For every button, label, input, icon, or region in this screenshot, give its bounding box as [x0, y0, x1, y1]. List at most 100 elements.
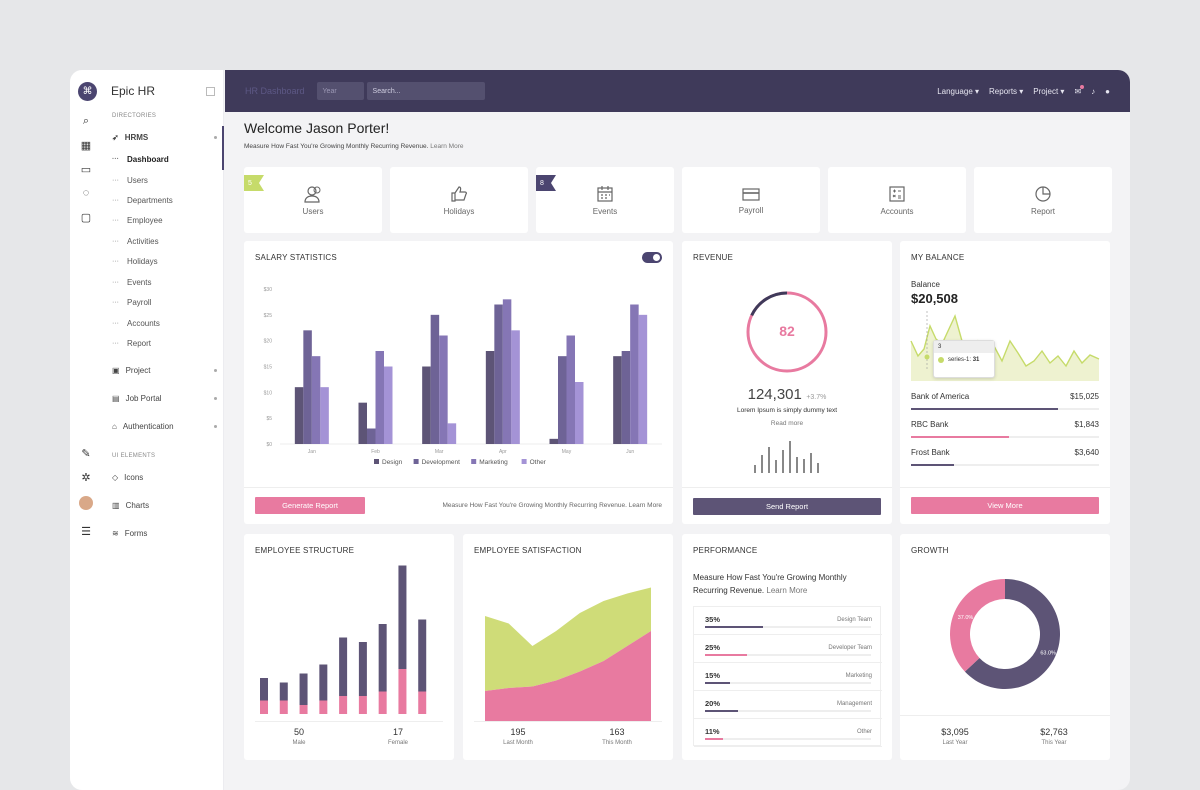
calendar-icon[interactable]: ▦ — [80, 140, 92, 152]
structure-bar-dark — [299, 673, 308, 705]
performance-team: Marketing — [845, 673, 872, 679]
list-icon[interactable]: ☰ — [81, 526, 91, 538]
legend-label[interactable]: Design — [382, 459, 403, 466]
learn-more-link[interactable]: Learn More — [430, 143, 464, 150]
search-input[interactable]: Search... — [366, 82, 485, 100]
brush-icon[interactable]: ✎ — [81, 448, 91, 460]
year-select[interactable]: Year — [316, 82, 364, 100]
briefcase-icon: ▤ — [112, 394, 120, 403]
card-title: REVENUE — [693, 253, 734, 262]
sidebar-item-authentication[interactable]: ⌂ Authentication — [112, 422, 217, 431]
avatar[interactable] — [79, 496, 93, 510]
tile-users[interactable]: 5 Users — [244, 167, 382, 233]
sidebar-item-label: Project — [125, 366, 151, 375]
structure-bar-pink — [279, 700, 288, 714]
revenue-radial-gauge — [746, 291, 828, 373]
balance-label: Balance — [911, 280, 940, 289]
sidebar-item-activities[interactable]: Activities — [112, 237, 159, 246]
salary-bar — [630, 304, 639, 444]
performance-learn-more-link[interactable]: Learn More — [766, 586, 808, 595]
salary-toggle[interactable] — [642, 252, 662, 263]
chat-icon[interactable]: ◌ — [82, 187, 90, 199]
bank-name: RBC Bank — [911, 420, 949, 429]
settings-icon[interactable]: ✲ — [81, 472, 91, 484]
balance-tooltip: 3 series-1: 31 — [933, 340, 995, 378]
generate-report-button[interactable]: Generate Report — [255, 497, 365, 514]
language-menu[interactable]: Language ▾ — [937, 86, 980, 96]
structure-bar-pink — [378, 691, 387, 714]
salary-bar — [430, 314, 440, 444]
bank-value: $15,025 — [1070, 392, 1099, 401]
sidebar-item-payroll[interactable]: Payroll — [112, 298, 151, 307]
reports-menu[interactable]: Reports ▾ — [989, 86, 1024, 96]
bank-row: Bank of America $15,025 — [911, 392, 1099, 401]
tile-holidays[interactable]: Holidays — [390, 167, 528, 233]
sidebar-item-holidays[interactable]: Holidays — [112, 257, 158, 266]
structure-bar-dark — [358, 642, 367, 696]
sidebar-item-events[interactable]: Events — [112, 278, 151, 287]
donut-label: 63.0% — [1040, 651, 1056, 657]
sidebar-item-project[interactable]: ▣ Project — [112, 366, 217, 375]
bank-value: $3,640 — [1074, 448, 1099, 457]
legend-label[interactable]: Marketing — [479, 459, 508, 466]
performance-track — [705, 682, 871, 684]
performance-team: Management — [836, 701, 872, 707]
sidebar-item-accounts[interactable]: Accounts — [112, 319, 160, 328]
sidebar-item-icons[interactable]: ◇ Icons — [112, 473, 217, 482]
card-title: EMPLOYEE STRUCTURE — [255, 546, 355, 555]
tile-accounts[interactable]: Accounts — [828, 167, 966, 233]
salary-bar-chart: $0 $5 $10 $15 $20 $25 $30 Jan Feb Mar Apr May Jun Des… — [264, 287, 662, 466]
tile-report[interactable]: Report — [974, 167, 1112, 233]
performance-fill — [705, 626, 764, 628]
legend-label[interactable]: Other — [530, 459, 547, 466]
grid-menu-icon[interactable] — [206, 86, 215, 96]
sidebar-item-charts[interactable]: ▥ Charts — [112, 501, 217, 510]
employee-satisfaction-area-chart — [485, 587, 651, 721]
x-tick-label: Feb — [371, 449, 380, 455]
tile-payroll[interactable]: Payroll — [682, 167, 820, 233]
legend-swatch — [521, 459, 527, 464]
salary-bar — [303, 330, 312, 444]
my-balance-card: MY BALANCE Balance $20,508 3 series-1: 3… — [900, 241, 1110, 524]
sidebar-item-hrms[interactable]: ➶ HRMS — [112, 133, 217, 142]
section-ui-elements: UI ELEMENTS — [112, 453, 156, 459]
bell-icon[interactable]: ♪ — [1091, 86, 1096, 96]
search-icon[interactable]: ⌕ — [82, 115, 90, 127]
topbar-title[interactable]: HR Dashboard — [245, 86, 305, 96]
user-icon[interactable]: ● — [1105, 86, 1110, 96]
employee-structure-chart — [260, 565, 427, 714]
sidebar-item-departments[interactable]: Departments — [112, 196, 173, 205]
salary-bar — [320, 387, 329, 444]
tile-label: Accounts — [880, 206, 914, 216]
mail-icon[interactable]: ✉ — [1074, 84, 1085, 96]
sidebar-item-report[interactable]: Report — [112, 339, 151, 348]
tile-events[interactable]: 8 Events — [536, 167, 674, 233]
legend-label[interactable]: Development — [422, 459, 460, 466]
structure-bar-pink — [358, 696, 367, 714]
salary-learn-more-link[interactable]: Learn More — [628, 502, 662, 509]
performance-team: Developer Team — [828, 645, 872, 651]
sidebar-item-users[interactable]: Users — [112, 176, 148, 185]
command-logo-icon[interactable]: ⌘ — [78, 81, 97, 101]
performance-list: 35% Design Team 25% Developer Team 15% Market… — [693, 606, 882, 747]
reports-label: Reports — [989, 86, 1018, 96]
card-title: GROWTH — [911, 546, 949, 555]
contact-card-icon[interactable]: ▭ — [80, 164, 92, 176]
tile-label: Users — [302, 206, 324, 216]
balance-sparkline — [910, 311, 1100, 381]
view-more-button[interactable]: View More — [911, 497, 1099, 514]
folder-icon[interactable]: ▢ — [80, 212, 92, 224]
read-more-link[interactable]: Read more — [770, 420, 804, 427]
sidebar-item-forms[interactable]: ≋ Forms — [112, 529, 217, 538]
salary-bar — [439, 335, 448, 444]
users-icon — [304, 185, 321, 203]
send-report-button[interactable]: Send Report — [693, 498, 881, 515]
sidebar-item-label: Charts — [125, 501, 150, 510]
structure-bar-dark — [418, 619, 427, 692]
sidebar-item-job-portal[interactable]: ▤ Job Portal — [112, 394, 217, 403]
donut-slice — [964, 579, 1060, 689]
salary-bar — [502, 299, 512, 444]
sidebar-item-dashboard[interactable]: Dashboard — [112, 155, 169, 164]
project-menu[interactable]: Project ▾ — [1033, 86, 1065, 96]
sidebar-item-employee[interactable]: Employee — [112, 216, 163, 225]
